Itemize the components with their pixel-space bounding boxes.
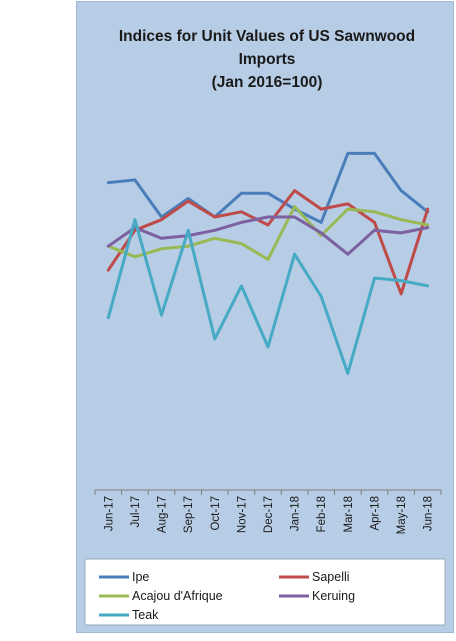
legend-label: Sapelli (312, 570, 350, 584)
x-tick-label: Jun-17 (103, 496, 115, 531)
x-tick-label: Mar-18 (343, 496, 355, 532)
legend-box (84, 558, 446, 626)
x-tick-label: Jun-18 (423, 496, 435, 531)
x-tick-label: Oct-17 (210, 496, 222, 531)
series-line-teak (106, 218, 430, 375)
x-tick-label: May-18 (396, 496, 408, 534)
series-line-acajou-d-afrique (106, 205, 430, 261)
series-lines (106, 151, 430, 375)
x-tick-label: Jul-17 (130, 496, 142, 527)
x-tick-label: Dec-17 (263, 496, 275, 533)
series-line-ipe (106, 151, 430, 224)
x-tick-label: Aug-17 (157, 496, 169, 533)
x-tick-label: Nov-17 (236, 496, 248, 533)
series-line-keruing (106, 215, 430, 256)
axes: 020406080100120140Jun-17Jul-17Aug-17Sep-… (77, 112, 442, 534)
line-chart: Indices for Unit Values of US Sawnwood I… (77, 28, 446, 626)
legend-label: Ipe (132, 570, 149, 584)
chart-title-line-1: Indices for Unit Values of US Sawnwood (119, 28, 415, 45)
x-tick-label: Apr-18 (369, 496, 381, 531)
legend: Ipe Sapelli Acajou d'Afrique Keruing Teak (99, 570, 355, 622)
x-tick-label: Feb-18 (316, 496, 328, 532)
legend-label: Acajou d'Afrique (132, 589, 223, 603)
series-line-sapelli (106, 189, 430, 296)
legend-label: Teak (132, 608, 159, 622)
chart-area: Indices for Unit Values of US Sawnwood I… (76, 1, 454, 633)
chart-title-line-3: (Jan 2016=100) (212, 74, 323, 91)
x-tick-label: Jan-18 (290, 496, 302, 531)
legend-label: Keruing (312, 589, 355, 603)
x-tick-label: Sep-17 (183, 496, 195, 533)
chart-title-line-2: Imports (239, 51, 296, 68)
